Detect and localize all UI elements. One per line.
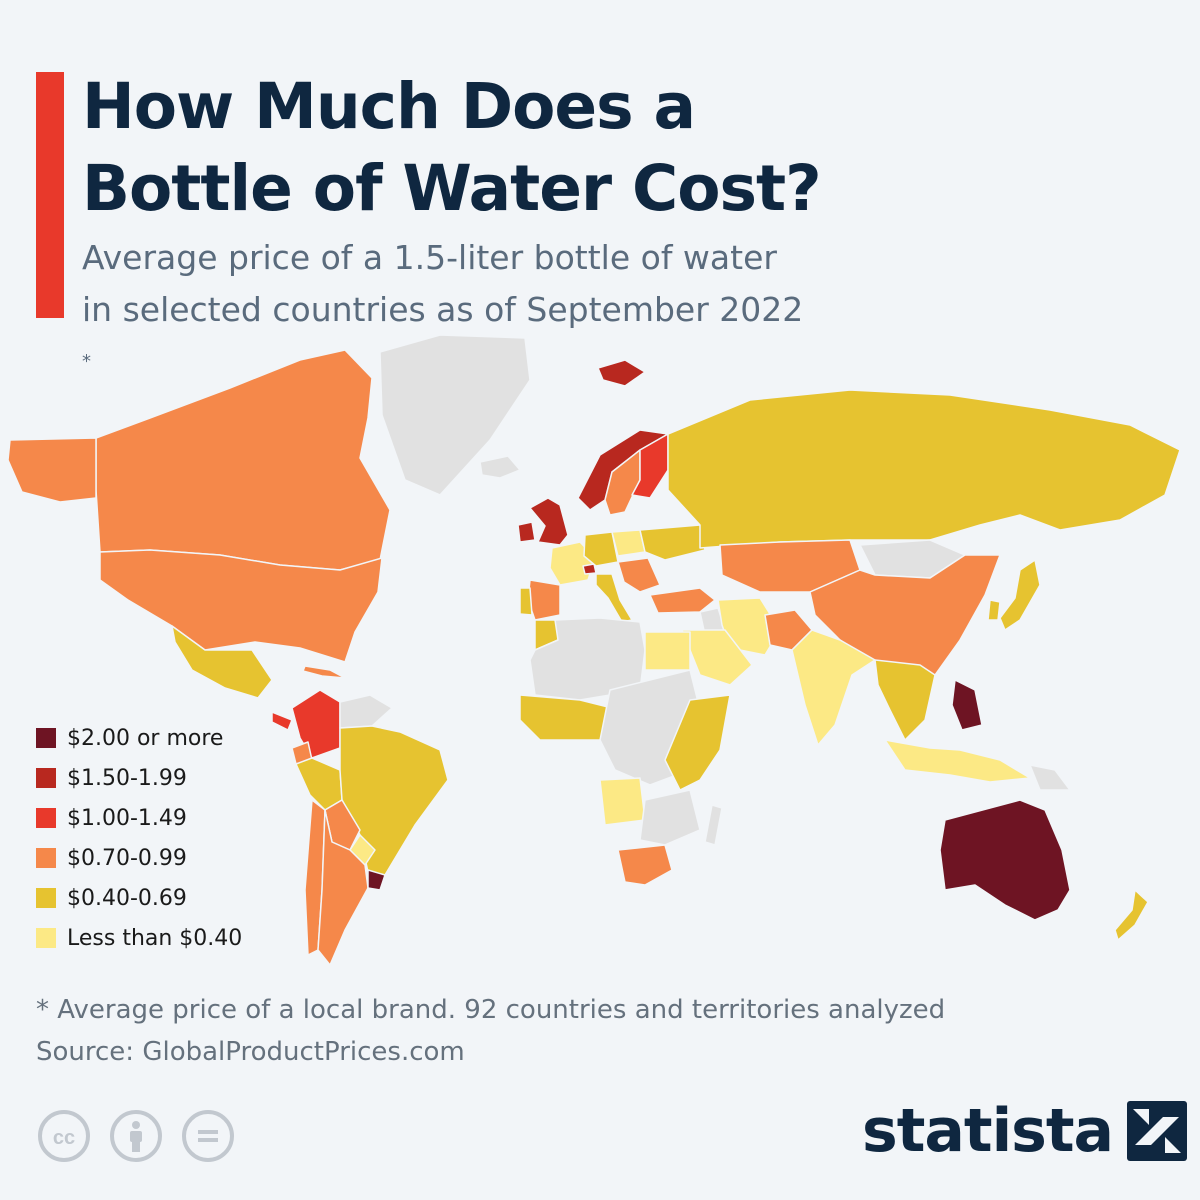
map-region-angola [599,777,646,826]
map-region-russia [667,389,1181,549]
map-region-japan [999,559,1041,631]
map-region-canada [95,349,391,571]
map-region-madagascar [704,804,723,846]
world-map [7,334,1181,966]
legend-swatch [36,888,56,908]
map-region-papua-new-guinea [1029,764,1071,791]
legend-item: $1.50-1.99 [36,758,242,798]
map-region-southeast-asia [874,659,936,741]
map-region-balkans [617,557,661,593]
map-region-egypt [644,631,691,671]
footnote-mark: * [82,351,91,372]
legend: $2.00 or more $1.50-1.99 $1.00-1.49 $0.7… [36,718,242,958]
map-region-svalbard [597,359,646,387]
legend-swatch [36,728,56,748]
map-region-east-africa [664,694,731,791]
chart-title: How Much Does a Bottle of Water Cost? [82,66,822,230]
svg-text:cc: cc [53,1127,75,1149]
map-region-spain [527,579,561,621]
legend-label: $1.00-1.49 [67,805,187,831]
legend-label: $0.40-0.69 [67,885,187,911]
legend-item: Less than $0.40 [36,918,242,958]
map-region-germany [583,531,619,567]
subtitle-line-2-text: in selected countries as of September 20… [82,290,804,329]
map-region-brazil [339,725,449,876]
legend-label: $1.50-1.99 [67,765,187,791]
title-line-2: Bottle of Water Cost? [82,152,822,225]
cc-icon[interactable]: cc [36,1108,92,1164]
map-region-united-states [99,549,383,663]
map-region-australia [939,799,1071,921]
legend-swatch [36,928,56,948]
title-accent-bar [36,72,64,318]
subtitle-line-1: Average price of a 1.5-liter bottle of w… [82,238,777,277]
legend-item: $0.40-0.69 [36,878,242,918]
map-region-indonesia [884,739,1031,783]
map-region-costa-rica [271,711,293,731]
footnote: * Average price of a local brand. 92 cou… [36,995,946,1025]
legend-swatch [36,808,56,828]
map-region-south-korea [987,599,1001,621]
legend-item: $1.00-1.49 [36,798,242,838]
legend-item: $0.70-0.99 [36,838,242,878]
map-region-ireland [517,521,536,543]
source-line: Source: GlobalProductPrices.com [36,1037,465,1067]
attribution-icon[interactable] [108,1108,164,1164]
map-region-portugal [519,587,533,616]
map-region-india [791,629,876,746]
map-region-switzerland [582,563,597,575]
map-region-greenland [379,334,531,496]
map-region-uruguay [367,869,386,891]
map-region-southern-africa [639,789,701,846]
map-region-south-africa [617,844,673,886]
map-region-ukraine [639,524,706,561]
legend-item: $2.00 or more [36,718,242,758]
map-region-poland [611,529,646,557]
map-region-philippines [951,679,983,731]
brand-name: statista [862,1096,1114,1166]
legend-swatch [36,848,56,868]
legend-label: Less than $0.40 [67,925,243,951]
map-region-new-zealand [1114,889,1149,941]
statista-mark-icon [1127,1101,1188,1161]
title-line-1: How Much Does a [82,70,696,143]
chart-subtitle: Average price of a 1.5-liter bottle of w… [82,232,803,394]
legend-label: $2.00 or more [67,725,224,751]
map-region-iceland [479,455,521,479]
license-icons: cc [36,1108,236,1164]
map-region-venezuela [339,694,393,729]
map-region-mexico [171,625,273,699]
legend-swatch [36,768,56,788]
map-region-saudi-arabia [681,629,753,686]
no-derivatives-icon[interactable] [180,1108,236,1164]
map-region-united-states [7,437,97,503]
map-region-peru [295,757,343,811]
map-region-turkey [649,587,716,614]
subtitle-line-2: in selected countries as of September 20… [82,284,803,394]
map-region-cuba [302,665,346,679]
legend-label: $0.70-0.99 [67,845,187,871]
statista-logo[interactable]: statista [862,1096,1188,1166]
map-region-argentina [317,809,369,966]
map-region-united-kingdom [529,497,569,546]
